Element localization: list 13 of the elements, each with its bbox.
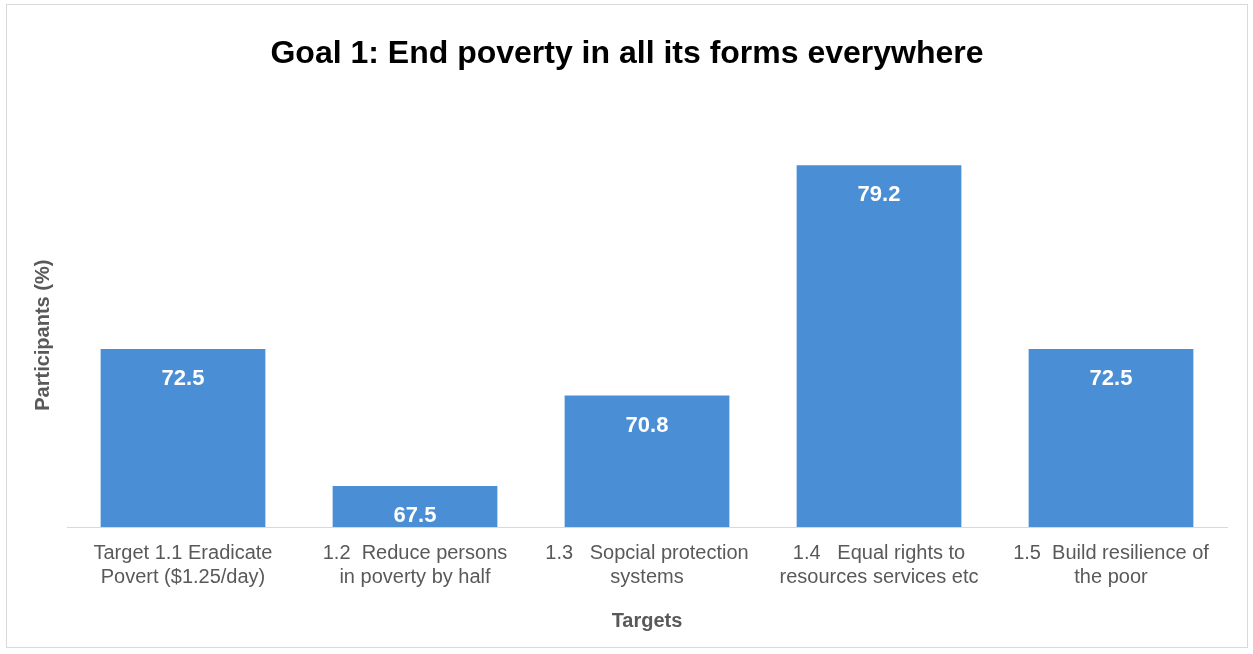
data-label: 72.5 xyxy=(161,364,205,390)
x-tick-label: 1.4 Equal rights to resources services etc xyxy=(779,540,979,587)
data-label: 67.5 xyxy=(393,501,437,527)
x-tick-label: 1.5 Build resilience of the poor xyxy=(1013,540,1210,587)
data-label: 70.8 xyxy=(625,411,669,437)
x-tick-label: Target 1.1 Eradicate Povert ($1.25/day) xyxy=(93,540,273,587)
x-tick-label: 1.3 Sopcial protection systems xyxy=(545,540,749,587)
data-label: 72.5 xyxy=(1089,364,1133,390)
chart-title: Goal 1: End poverty in all its forms everywhere xyxy=(270,34,984,71)
y-axis-title: Participants (%) xyxy=(30,259,53,411)
data-label: 79.2 xyxy=(857,181,901,207)
x-tick-label: 1.2 Reduce persons in poverty by half xyxy=(322,540,508,587)
x-axis-title: Targets xyxy=(611,608,683,631)
